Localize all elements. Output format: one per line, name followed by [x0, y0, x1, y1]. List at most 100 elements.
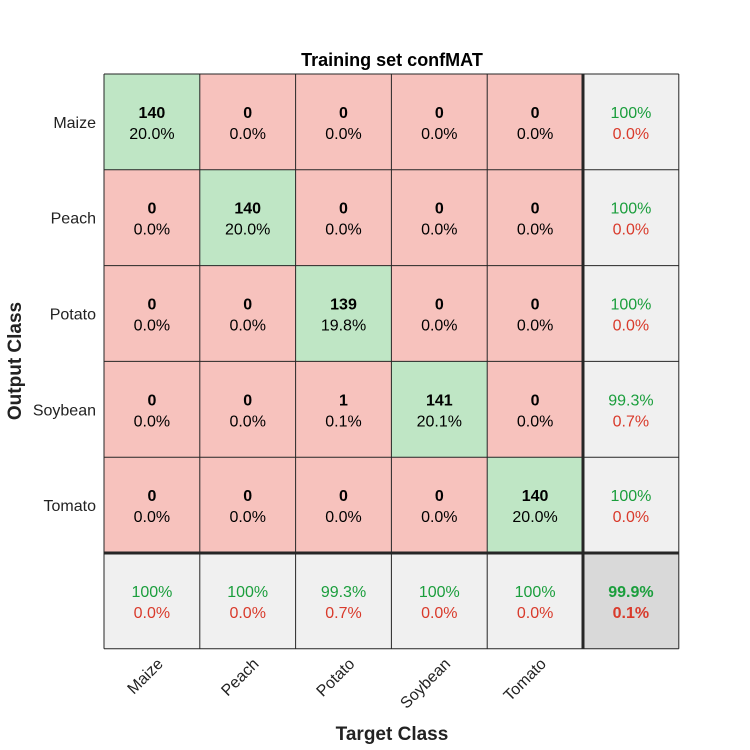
accuracy-wrong: 0.0%: [613, 318, 649, 335]
accuracy-correct: 99.3%: [321, 584, 366, 601]
cell-percent: 0.0%: [229, 509, 265, 526]
column-label: Potato: [314, 656, 359, 701]
cell-background: [295, 361, 392, 458]
cell-percent: 0.0%: [517, 222, 553, 239]
cell-percent: 20.0%: [512, 509, 557, 526]
cell-percent: 20.0%: [129, 126, 174, 143]
cell-percent: 0.0%: [421, 509, 457, 526]
cell-percent: 0.0%: [229, 413, 265, 430]
matrix-cell: 0 0.0%: [391, 74, 488, 170]
cell-count: 0: [435, 201, 444, 218]
cell-background: [487, 457, 583, 553]
column-label: Maize: [125, 656, 167, 698]
matrix-gridlines: [103, 73, 680, 650]
matrix-cell: 0 0.0%: [104, 457, 200, 553]
cell-background: [104, 457, 200, 553]
matrix-cell: 0 0.0%: [487, 169, 583, 266]
cell-percent: 0.0%: [134, 509, 170, 526]
accuracy-wrong: 0.7%: [325, 605, 361, 622]
cell-count: 0: [531, 392, 540, 409]
cell-background: [199, 457, 296, 553]
cell-count: 140: [522, 488, 549, 505]
matrix-cell-diagonal: 140 20.0%: [487, 457, 583, 553]
cell-percent: 0.0%: [517, 318, 553, 335]
cell-percent: 0.0%: [134, 413, 170, 430]
row-label: Maize: [53, 115, 96, 132]
matrix-cell: 0 0.0%: [199, 265, 296, 362]
matrix-cell: 0 0.0%: [199, 361, 296, 458]
row-summary-cell: 100% 0.0%: [583, 169, 679, 266]
accuracy-wrong: 0.0%: [613, 222, 649, 239]
cell-count: 140: [139, 105, 166, 122]
cell-background: [583, 553, 679, 649]
cell-count: 0: [531, 297, 540, 314]
row-label: Peach: [51, 211, 96, 228]
cell-background: [583, 169, 679, 266]
cell-background: [295, 553, 392, 649]
column-label: Peach: [218, 656, 262, 700]
accuracy-correct: 100%: [227, 584, 268, 601]
cell-count: 0: [147, 488, 156, 505]
column-summary-cell: 100% 0.0%: [199, 553, 296, 649]
cell-percent: 0.0%: [421, 222, 457, 239]
cell-background: [199, 74, 296, 170]
matrix-cell-diagonal: 141 20.1%: [391, 361, 488, 458]
cell-count: 0: [339, 105, 348, 122]
cell-percent: 0.0%: [325, 509, 361, 526]
row-label: Tomato: [44, 498, 97, 515]
cell-percent: 20.1%: [417, 413, 462, 430]
cell-count: 140: [234, 201, 261, 218]
cell-count: 0: [147, 201, 156, 218]
accuracy-wrong: 0.1%: [613, 605, 649, 622]
cell-background: [583, 457, 679, 553]
cell-background: [391, 74, 488, 170]
cell-background: [199, 553, 296, 649]
cell-background: [199, 361, 296, 458]
cell-count: 0: [531, 105, 540, 122]
accuracy-wrong: 0.0%: [613, 126, 649, 143]
matrix-cell-diagonal: 139 19.8%: [295, 265, 392, 362]
cell-count: 0: [531, 201, 540, 218]
cell-count: 0: [147, 297, 156, 314]
cell-count: 0: [435, 488, 444, 505]
cell-background: [104, 361, 200, 458]
cell-count: 0: [243, 488, 252, 505]
matrix-cell: 0 0.0%: [104, 169, 200, 266]
column-label: Soybean: [397, 656, 454, 713]
overall-accuracy-cell: 99.9% 0.1%: [583, 553, 679, 649]
cell-count: 0: [243, 105, 252, 122]
matrix-cell: 0 0.0%: [295, 74, 392, 170]
column-summary-cell: 100% 0.0%: [487, 553, 583, 649]
accuracy-correct: 100%: [419, 584, 460, 601]
matrix-cell: 0 0.0%: [391, 457, 488, 553]
accuracy-correct: 99.3%: [608, 392, 653, 409]
cell-count: 0: [339, 201, 348, 218]
cell-count: 0: [339, 488, 348, 505]
cell-count: 141: [426, 392, 453, 409]
cell-background: [391, 265, 488, 362]
matrix-cell: 0 0.0%: [104, 265, 200, 362]
matrix-cell-diagonal: 140 20.0%: [104, 74, 200, 170]
cell-percent: 0.0%: [421, 126, 457, 143]
accuracy-wrong: 0.0%: [613, 509, 649, 526]
column-summary-cell: 100% 0.0%: [104, 553, 200, 649]
chart-title: Training set confMAT: [301, 50, 483, 70]
row-summary-cell: 100% 0.0%: [583, 265, 679, 362]
cell-count: 0: [243, 392, 252, 409]
accuracy-wrong: 0.0%: [517, 605, 553, 622]
accuracy-wrong: 0.0%: [421, 605, 457, 622]
accuracy-wrong: 0.0%: [229, 605, 265, 622]
cell-background: [391, 361, 488, 458]
accuracy-correct: 100%: [610, 201, 651, 218]
x-axis-label: Target Class: [336, 724, 449, 745]
cell-percent: 0.0%: [421, 318, 457, 335]
row-label: Soybean: [33, 402, 96, 419]
cell-percent: 0.0%: [325, 126, 361, 143]
cell-background: [295, 265, 392, 362]
accuracy-correct: 100%: [610, 488, 651, 505]
cell-background: [391, 457, 488, 553]
matrix-cell: 0 0.0%: [391, 169, 488, 266]
accuracy-wrong: 0.0%: [134, 605, 170, 622]
accuracy-correct: 100%: [131, 584, 172, 601]
column-labels: Maize Peach Potato Soybean Tomato: [125, 656, 550, 713]
